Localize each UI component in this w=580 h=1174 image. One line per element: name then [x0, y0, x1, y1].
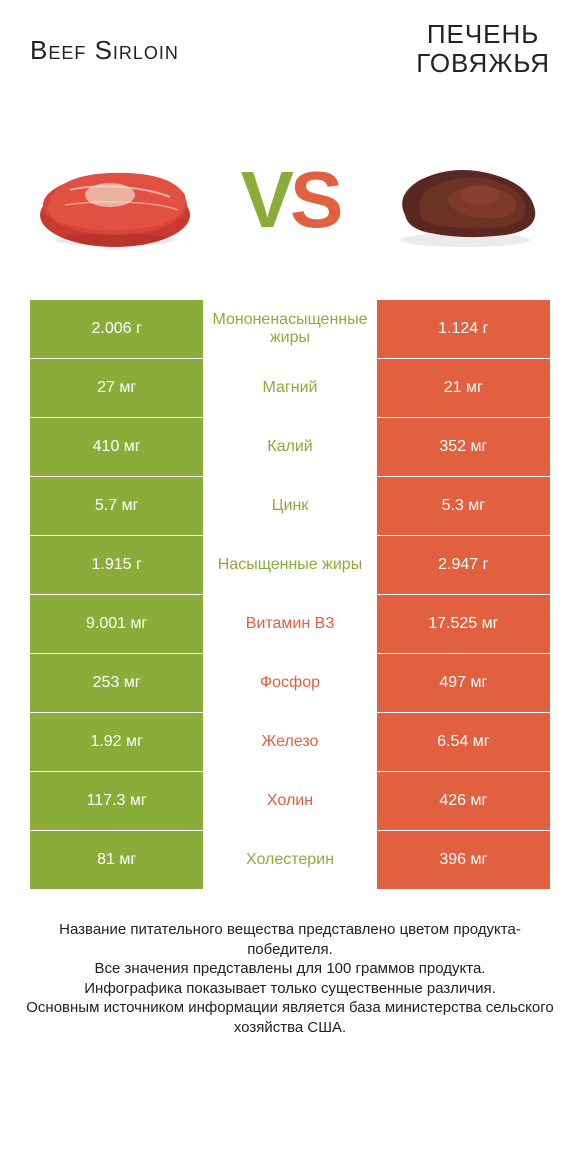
table-row: 27 мгМагний21 мг [30, 359, 550, 418]
value-left: 27 мг [30, 359, 203, 417]
value-left: 81 мг [30, 831, 203, 889]
sirloin-icon [30, 145, 200, 255]
value-right: 396 мг [377, 831, 550, 889]
liver-image [380, 140, 550, 260]
liver-icon [380, 145, 550, 255]
nutrient-label: Холестерин [203, 831, 376, 889]
nutrient-label: Витамин B3 [203, 595, 376, 653]
value-left: 5.7 мг [30, 477, 203, 535]
nutrient-label: Насыщенные жиры [203, 536, 376, 594]
table-row: 253 мгФосфор497 мг [30, 654, 550, 713]
nutrient-label: Фосфор [203, 654, 376, 712]
value-right: 5.3 мг [377, 477, 550, 535]
footer-line2: Все значения представлены для 100 граммо… [25, 959, 555, 979]
vs-row: VS [0, 100, 580, 300]
table-row: 1.92 мгЖелезо6.54 мг [30, 713, 550, 772]
value-right: 2.947 г [377, 536, 550, 594]
table-row: 410 мгКалий352 мг [30, 418, 550, 477]
header: Beef Sirloin ПЕЧЕНЬ ГОВЯЖЬЯ [0, 0, 580, 100]
value-left: 117.3 мг [30, 772, 203, 830]
vs-label: VS [241, 154, 340, 246]
value-left: 253 мг [30, 654, 203, 712]
value-right: 6.54 мг [377, 713, 550, 771]
sirloin-image [30, 140, 200, 260]
value-left: 9.001 мг [30, 595, 203, 653]
value-left: 410 мг [30, 418, 203, 476]
value-left: 2.006 г [30, 300, 203, 358]
comparison-table: 2.006 гМононенасыщенные жиры1.124 г27 мг… [0, 300, 580, 890]
footer-line3: Инфографика показывает только существенн… [25, 979, 555, 999]
title-right-line1: ПЕЧЕНЬ [416, 20, 550, 49]
title-right-line2: ГОВЯЖЬЯ [416, 49, 550, 78]
footer: Название питательного вещества представл… [0, 890, 580, 1037]
value-right: 17.525 мг [377, 595, 550, 653]
table-row: 5.7 мгЦинк5.3 мг [30, 477, 550, 536]
nutrient-label: Калий [203, 418, 376, 476]
value-right: 426 мг [377, 772, 550, 830]
footer-line1: Название питательного вещества представл… [25, 920, 555, 959]
vs-v: V [241, 155, 290, 244]
table-row: 117.3 мгХолин426 мг [30, 772, 550, 831]
title-right: ПЕЧЕНЬ ГОВЯЖЬЯ [416, 20, 550, 77]
value-right: 21 мг [377, 359, 550, 417]
table-row: 2.006 гМононенасыщенные жиры1.124 г [30, 300, 550, 359]
nutrient-label: Холин [203, 772, 376, 830]
nutrient-label: Цинк [203, 477, 376, 535]
vs-s: S [290, 155, 339, 244]
nutrient-label: Магний [203, 359, 376, 417]
table-row: 9.001 мгВитамин B317.525 мг [30, 595, 550, 654]
value-right: 352 мг [377, 418, 550, 476]
table-row: 1.915 гНасыщенные жиры2.947 г [30, 536, 550, 595]
value-left: 1.92 мг [30, 713, 203, 771]
nutrient-label: Железо [203, 713, 376, 771]
value-right: 497 мг [377, 654, 550, 712]
table-row: 81 мгХолестерин396 мг [30, 831, 550, 890]
value-right: 1.124 г [377, 300, 550, 358]
title-left: Beef Sirloin [30, 20, 179, 66]
footer-line4: Основным источником информации является … [25, 998, 555, 1037]
nutrient-label: Мононенасыщенные жиры [203, 300, 376, 358]
value-left: 1.915 г [30, 536, 203, 594]
